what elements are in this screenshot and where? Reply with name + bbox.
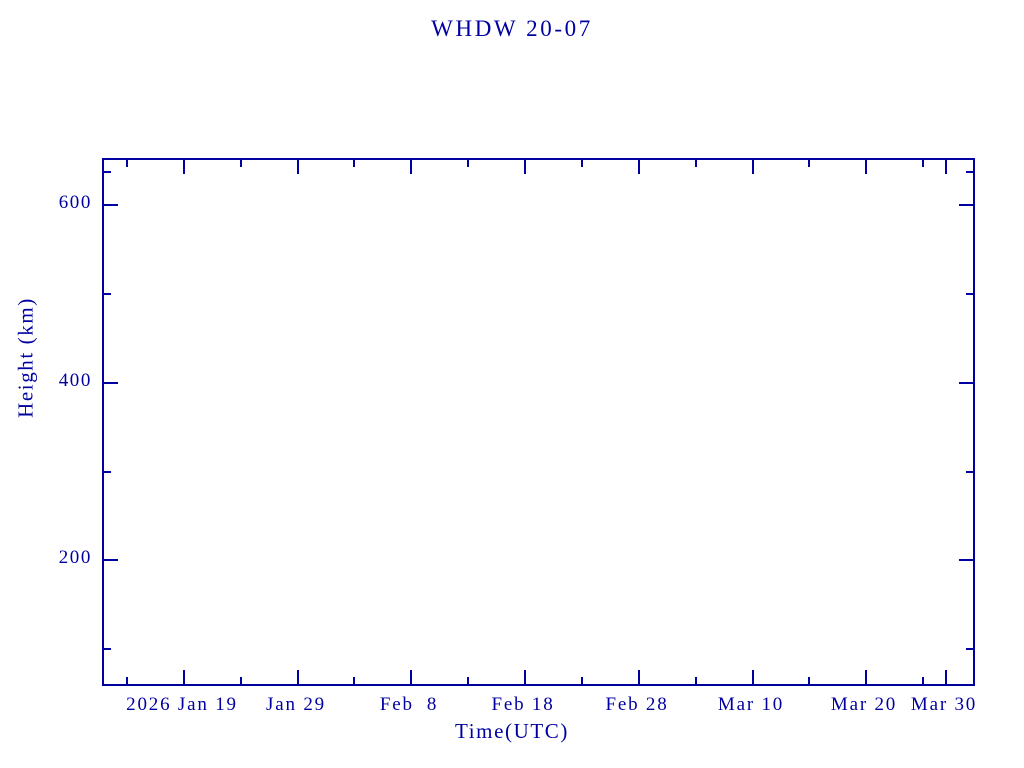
axis-tick-right-minor: [966, 471, 973, 473]
x-tick-label: Feb 28: [605, 694, 669, 715]
axis-tick-left-major: [104, 382, 118, 384]
axis-tick-bottom-major: [183, 670, 185, 684]
axis-tick-left-minor: [104, 471, 111, 473]
y-tick-label: 200: [58, 547, 92, 568]
axis-tick-bottom-minor: [126, 677, 128, 684]
x-tick-label: Mar 10: [717, 694, 785, 715]
axis-tick-bottom-minor: [353, 677, 355, 684]
axis-tick-bottom-minor: [695, 677, 697, 684]
axis-tick-bottom-minor: [467, 677, 469, 684]
axis-tick-bottom-major: [410, 670, 412, 684]
axis-tick-bottom-major: [945, 670, 947, 684]
axis-tick-left-minor: [104, 171, 111, 173]
axis-tick-bottom-minor: [581, 677, 583, 684]
axis-tick-top-minor: [467, 160, 469, 167]
axis-tick-right-major: [959, 559, 973, 561]
y-axis-title: Height (km): [13, 297, 38, 418]
axis-tick-top-minor: [581, 160, 583, 167]
chart-title: WHDW 20-07: [431, 16, 593, 41]
axis-tick-top-minor: [808, 160, 810, 167]
x-tick-label: 2026 Jan 19: [126, 694, 238, 715]
x-tick-label: Jan 29: [266, 694, 326, 715]
x-tick-label: Mar 30: [910, 694, 978, 715]
axis-tick-right-major: [959, 382, 973, 384]
axis-tick-bottom-major: [865, 670, 867, 684]
axis-tick-left-minor: [104, 648, 111, 650]
x-tick-label: Mar 20: [830, 694, 898, 715]
axis-tick-bottom-major: [638, 670, 640, 684]
axis-tick-bottom-minor: [808, 677, 810, 684]
axis-tick-bottom-minor: [240, 677, 242, 684]
axis-tick-top-minor: [353, 160, 355, 167]
axis-tick-right-major: [959, 204, 973, 206]
axis-tick-top-major: [524, 160, 526, 174]
axis-tick-top-major: [297, 160, 299, 174]
axis-tick-left-major: [104, 204, 118, 206]
axis-tick-top-minor: [695, 160, 697, 167]
axis-tick-right-minor: [966, 648, 973, 650]
axis-tick-bottom-major: [752, 670, 754, 684]
plot-area[interactable]: [102, 158, 975, 686]
axis-tick-left-minor: [104, 293, 111, 295]
axis-tick-top-minor: [240, 160, 242, 167]
axis-tick-top-major: [638, 160, 640, 174]
plot-data-canvas: [104, 160, 973, 684]
axis-tick-bottom-major: [297, 670, 299, 684]
axis-tick-right-minor: [966, 171, 973, 173]
axis-tick-top-minor: [922, 160, 924, 167]
axis-tick-top-major: [865, 160, 867, 174]
axis-tick-bottom-minor: [922, 677, 924, 684]
axis-tick-bottom-major: [524, 670, 526, 684]
axis-tick-top-major: [945, 160, 947, 174]
y-tick-label: 400: [58, 370, 92, 391]
axis-tick-top-major: [183, 160, 185, 174]
axis-tick-top-minor: [126, 160, 128, 167]
axis-tick-top-major: [410, 160, 412, 174]
y-tick-label: 600: [58, 192, 92, 213]
axis-tick-right-minor: [966, 293, 973, 295]
axis-tick-top-major: [752, 160, 754, 174]
x-axis-title: Time(UTC): [455, 719, 569, 743]
axis-tick-left-major: [104, 559, 118, 561]
x-tick-label: Feb 8: [379, 694, 439, 715]
x-tick-label: Feb 18: [491, 694, 555, 715]
